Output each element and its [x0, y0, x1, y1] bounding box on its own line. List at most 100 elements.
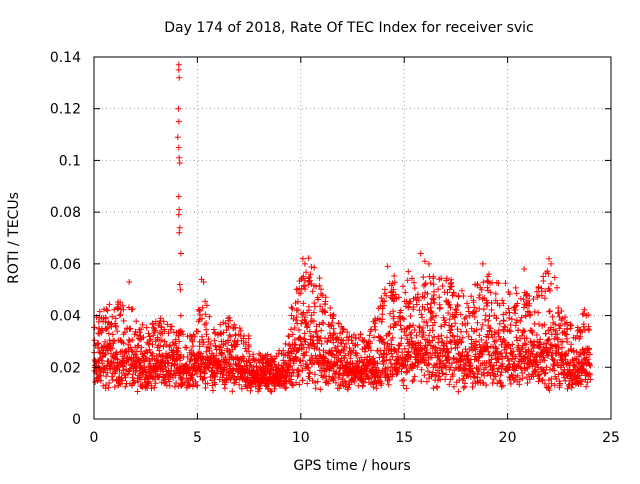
data-point [559, 344, 565, 351]
data-point [474, 319, 481, 326]
data-point [573, 348, 580, 355]
data-point [211, 329, 218, 336]
data-point [152, 318, 159, 325]
data-point [389, 334, 396, 341]
data-point [230, 325, 236, 332]
data-point [548, 380, 555, 387]
data-point [319, 308, 326, 315]
data-point [427, 304, 434, 311]
data-point [211, 369, 218, 376]
data-point [133, 348, 140, 355]
data-point [398, 335, 405, 342]
data-point [360, 379, 367, 386]
data-point [393, 349, 400, 356]
data-point [493, 345, 500, 352]
data-point [476, 292, 483, 298]
data-point [106, 380, 113, 386]
data-point [280, 364, 287, 371]
data-point [306, 375, 313, 382]
data-point [467, 362, 474, 369]
data-point [513, 334, 520, 341]
data-point [233, 376, 240, 383]
data-point [319, 374, 326, 381]
data-point [141, 366, 148, 373]
data-point [234, 341, 240, 348]
data-point [330, 339, 337, 346]
data-point [157, 342, 164, 349]
data-point [554, 284, 560, 291]
data-point [487, 325, 494, 332]
data-point [114, 305, 121, 312]
data-point [353, 350, 360, 357]
data-point [451, 383, 457, 390]
roti-series [91, 61, 594, 395]
data-point [454, 303, 461, 310]
data-point [215, 332, 221, 338]
data-point [250, 364, 257, 371]
data-point [286, 333, 293, 340]
data-point [296, 278, 303, 284]
data-point [416, 323, 423, 330]
data-point [358, 354, 365, 361]
data-point [535, 309, 542, 316]
data-point [386, 330, 393, 337]
data-point [345, 337, 352, 343]
data-point [287, 362, 294, 369]
data-point [486, 313, 493, 320]
data-point [226, 332, 233, 339]
data-point [390, 308, 397, 315]
data-point [397, 322, 404, 329]
data-point [96, 308, 103, 315]
data-point [448, 345, 455, 352]
data-point [505, 289, 512, 295]
data-point [172, 336, 179, 343]
data-point [581, 327, 588, 334]
data-point [407, 353, 414, 360]
data-point [152, 380, 159, 387]
data-point [300, 300, 307, 307]
data-point [368, 326, 375, 333]
data-point [225, 323, 232, 330]
data-point [309, 288, 316, 295]
data-point [201, 374, 208, 381]
data-point [246, 353, 253, 360]
data-point [311, 282, 317, 289]
x-tick-labels: 0 5 10 15 20 25 [90, 430, 620, 446]
data-point [299, 255, 306, 262]
data-point [549, 313, 556, 320]
data-point [196, 316, 203, 323]
data-point [439, 283, 446, 289]
data-point [312, 379, 319, 386]
data-point [435, 286, 442, 293]
data-point [202, 298, 209, 305]
data-point [380, 361, 387, 368]
data-point [220, 371, 227, 377]
data-point [236, 381, 243, 388]
data-point [523, 341, 529, 348]
data-point [184, 353, 191, 360]
data-point [334, 359, 341, 365]
data-point [391, 272, 398, 279]
data-point [286, 342, 293, 349]
data-point [119, 302, 126, 309]
data-point [290, 315, 297, 322]
data-point [422, 289, 429, 296]
data-point [567, 322, 574, 329]
data-point [504, 366, 511, 373]
data-point [157, 337, 163, 343]
data-point [539, 376, 546, 383]
data-point [242, 339, 249, 346]
grid-lines [94, 57, 611, 419]
data-point [338, 323, 345, 330]
data-point [322, 301, 329, 308]
data-point [423, 378, 430, 385]
data-point [152, 327, 159, 334]
data-point [267, 387, 274, 394]
data-point [411, 373, 418, 380]
data-point [151, 384, 158, 391]
data-point [335, 320, 342, 327]
data-point [97, 372, 104, 379]
data-point [256, 385, 263, 392]
data-point [134, 388, 141, 395]
